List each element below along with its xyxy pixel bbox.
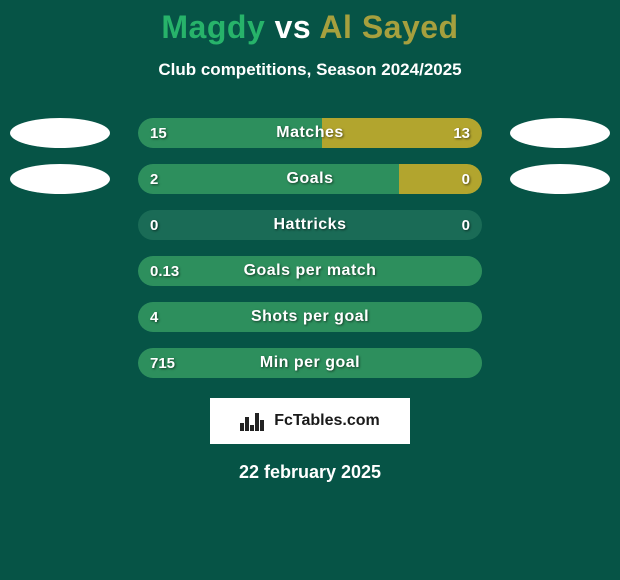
stat-row: 1513Matches bbox=[138, 118, 482, 148]
stat-label: Goals per match bbox=[138, 256, 482, 286]
player1-badge-1 bbox=[10, 118, 110, 148]
fctables-logo: FcTables.com bbox=[210, 398, 410, 444]
player2-name: Al Sayed bbox=[319, 9, 458, 45]
stat-row: 0.13Goals per match bbox=[138, 256, 482, 286]
player1-name: Magdy bbox=[161, 9, 265, 45]
player1-badge-2 bbox=[10, 164, 110, 194]
player2-badge-2 bbox=[510, 164, 610, 194]
comparison-canvas: Magdy vs Al Sayed Club competitions, Sea… bbox=[0, 0, 620, 580]
stat-label: Shots per goal bbox=[138, 302, 482, 332]
stat-row: 20Goals bbox=[138, 164, 482, 194]
stat-row: 715Min per goal bbox=[138, 348, 482, 378]
stat-row: 00Hattricks bbox=[138, 210, 482, 240]
stat-row: 4Shots per goal bbox=[138, 302, 482, 332]
comparison-block: 1513Matches 20Goals 00Hattricks 0.13Goals p… bbox=[0, 118, 620, 378]
logo-icon bbox=[240, 411, 268, 431]
stat-label: Min per goal bbox=[138, 348, 482, 378]
stat-rows: 1513Matches 20Goals 00Hattricks 0.13Goals p… bbox=[138, 118, 482, 378]
stat-label: Hattricks bbox=[138, 210, 482, 240]
logo-text: FcTables.com bbox=[274, 412, 380, 430]
page-title: Magdy vs Al Sayed bbox=[0, 9, 620, 46]
subtitle: Club competitions, Season 2024/2025 bbox=[0, 60, 620, 80]
stat-label: Matches bbox=[138, 118, 482, 148]
date-label: 22 february 2025 bbox=[0, 462, 620, 483]
stat-label: Goals bbox=[138, 164, 482, 194]
vs-label: vs bbox=[275, 9, 312, 45]
player2-badge-1 bbox=[510, 118, 610, 148]
